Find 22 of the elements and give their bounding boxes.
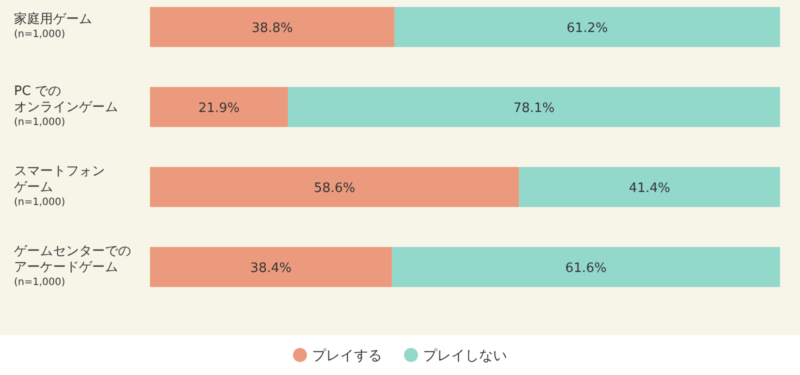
bar <box>150 7 394 47</box>
bar <box>392 247 780 287</box>
y-tick-label: PC でのオンラインゲーム(n=1,000) <box>14 84 118 128</box>
bar <box>150 87 288 127</box>
data-label: 21.9% <box>198 101 240 116</box>
data-label: 78.1% <box>513 101 555 116</box>
data-label: 61.2% <box>566 21 608 36</box>
bar <box>150 247 392 287</box>
bar <box>394 7 780 47</box>
legend-label: プレイする <box>312 348 382 364</box>
data-label: 61.6% <box>565 261 607 276</box>
data-label: 41.4% <box>628 181 670 196</box>
bar <box>150 167 520 207</box>
y-tick-label: ゲームセンターでのアーケードゲーム(n=1,000) <box>14 244 131 288</box>
legend-label: プレイしない <box>423 348 507 364</box>
y-tick-label: 家庭用ゲーム(n=1,000) <box>14 11 92 40</box>
data-label: 38.4% <box>250 261 292 276</box>
bar <box>519 167 780 207</box>
data-label: 58.6% <box>314 181 356 196</box>
data-label: 38.8% <box>252 21 293 36</box>
y-tick-label: スマートフォンゲーム(n=1,000) <box>14 164 105 208</box>
bar <box>288 87 780 127</box>
